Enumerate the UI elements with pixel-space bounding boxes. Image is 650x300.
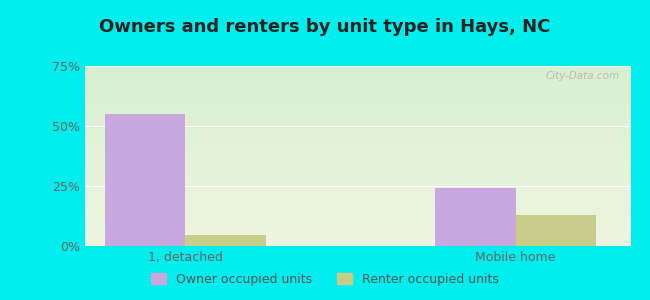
Text: City-Data.com: City-Data.com [545, 71, 619, 81]
Bar [515, 215, 596, 246]
Bar [105, 114, 185, 246]
Text: Owners and renters by unit type in Hays, NC: Owners and renters by unit type in Hays,… [99, 18, 551, 36]
Bar [435, 188, 515, 246]
Legend: Owner occupied units, Renter occupied units: Owner occupied units, Renter occupied un… [146, 268, 504, 291]
Bar [185, 235, 266, 246]
